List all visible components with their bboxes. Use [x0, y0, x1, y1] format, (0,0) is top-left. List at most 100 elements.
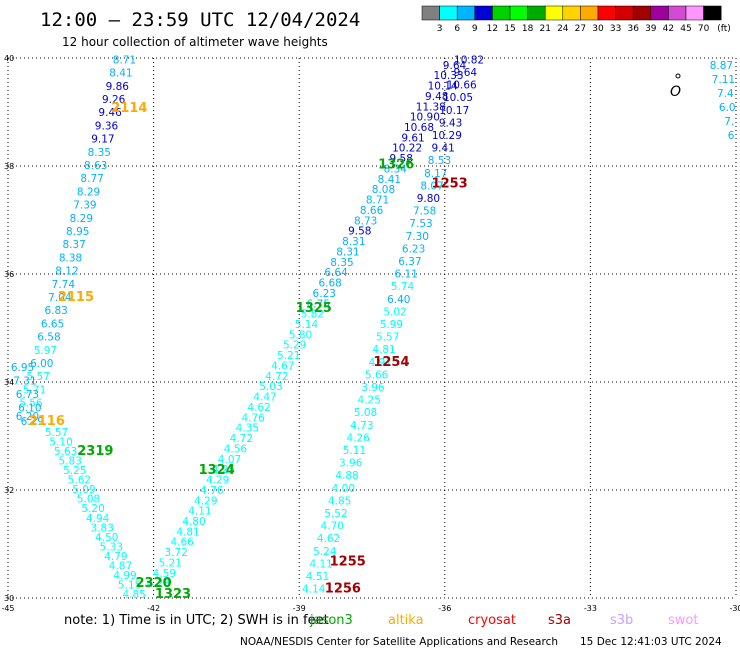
swh-point: 6	[728, 130, 735, 142]
swh-point: 5.99	[380, 319, 403, 331]
colorbar-label: 45	[680, 24, 691, 34]
swh-point: 6.40	[387, 294, 410, 306]
swh-point: 8.41	[109, 68, 132, 80]
swh-point: 5.57	[45, 427, 68, 439]
colorbar-swatch	[492, 5, 511, 21]
swh-point: 4.25	[212, 464, 235, 476]
orbit-label: 1326	[378, 158, 414, 173]
orbit-label: 2319	[77, 444, 113, 459]
swh-point: 6.11	[395, 269, 418, 281]
swh-point: 5.74	[391, 281, 415, 293]
swh-point: 6.95	[11, 362, 34, 374]
swh-point: 9.26	[102, 94, 126, 106]
swh-point: 10.14	[428, 81, 458, 93]
swh-point: 10.66	[447, 80, 477, 92]
orbit-label: 1256	[325, 582, 361, 597]
swh-point: 9.58	[390, 153, 413, 165]
swh-point: 4.28	[147, 578, 170, 590]
swh-point: 9.86	[106, 81, 130, 93]
swh-point: 5.15	[118, 579, 141, 591]
swh-point: 6.73	[16, 389, 39, 401]
swh-point: 3.83	[91, 522, 114, 534]
swh-point: 4.76	[241, 412, 265, 424]
swh-point: 4.81	[372, 344, 395, 356]
swh-point: 7.30	[406, 231, 429, 243]
swh-point: 7.53	[409, 218, 432, 230]
swh-point: 6.65	[41, 318, 64, 330]
axis-ticks: -45 -42 -39 -36 -33 -30 40 38 36 34 32 30	[1, 54, 740, 613]
satellite-legend-item: swot	[668, 613, 698, 628]
swh-point: 4.56	[224, 443, 248, 455]
colorbar-swatch	[703, 5, 722, 21]
swh-point: 8.29	[77, 186, 100, 198]
swh-point: 8.35	[88, 147, 111, 159]
swh-point: 8.77	[80, 173, 103, 185]
x-tick-label: -36	[438, 604, 451, 613]
colorbar-label: 15	[504, 24, 515, 34]
swh-point: 5.56	[19, 398, 43, 410]
swh-point: 5.20	[81, 503, 104, 515]
grid	[7, 57, 737, 599]
swh-point: 5.25	[63, 465, 86, 477]
colorbar-label: 36	[627, 24, 639, 34]
colorbar-swatch	[509, 5, 528, 21]
swh-point: 9.43	[439, 117, 462, 129]
satellite-legend-item: jason3	[309, 613, 353, 628]
swh-point: 5.21	[277, 350, 300, 362]
colorbar-swatch	[668, 5, 687, 21]
swh-point: 4.29	[206, 475, 229, 487]
swh-point: 9.17	[91, 134, 114, 146]
swh-point: 4.67	[271, 360, 294, 372]
orbit-label: 1325	[296, 301, 332, 316]
svg-text:O: O	[670, 84, 681, 100]
swh-point: 4.66	[170, 537, 194, 549]
swh-point: 4.50	[95, 532, 118, 544]
colorbar-swatch	[650, 5, 669, 21]
colorbar-label: 42	[663, 24, 674, 34]
colorbar-swatch	[456, 5, 476, 21]
colorbar-swatch	[544, 5, 564, 21]
swh-point: 6.20	[16, 411, 39, 423]
swh-point: 5.80	[289, 329, 312, 341]
swh-point: 8.35	[330, 257, 353, 269]
swh-point: 5.21	[159, 557, 182, 569]
swh-point: 8.31	[336, 246, 359, 258]
colorbar-label: 70	[698, 24, 710, 34]
swh-point: 3.96	[339, 458, 363, 470]
swh-point: 4.85	[328, 495, 351, 507]
swh-point: 5.14	[295, 319, 319, 331]
swh-point: 6.37	[398, 256, 421, 268]
satellite-legend: jason3 altika cryosat s3a s3b swot	[309, 613, 698, 628]
colorbar-swatch	[597, 5, 616, 21]
swh-point: 11.38	[416, 101, 446, 113]
credit-text: NOAA/NESDIS Center for Satellite Applica…	[240, 636, 558, 648]
swh-point: 4.80	[182, 516, 205, 528]
swh-point: 4.91	[369, 357, 392, 369]
swh-point: 8.37	[62, 239, 85, 251]
swh-point: 7.39	[73, 200, 96, 212]
colorbar-label: 24	[557, 24, 569, 34]
swh-point: 9.36	[95, 120, 119, 132]
swh-point: 5.08	[354, 407, 377, 419]
y-tick-label: 32	[4, 486, 14, 495]
swh-point: 4.26	[346, 432, 370, 444]
y-tick-label: 38	[4, 162, 14, 171]
swh-point: 4.14	[302, 584, 326, 596]
swh-point: 4.99	[113, 570, 136, 582]
swh-point: 5.82	[301, 309, 324, 321]
swh-point: 4.72	[265, 371, 288, 383]
swh-point: 10.33	[434, 70, 464, 82]
swh-point: 6.0	[719, 102, 736, 114]
swh-point: 6.00	[30, 358, 53, 370]
y-tick-label: 34	[4, 378, 14, 387]
colorbar-swatch	[439, 5, 458, 21]
swh-point: 8.95	[66, 226, 89, 238]
swh-point: 4.51	[306, 571, 329, 583]
swh-point: 10.05	[443, 92, 473, 104]
colorbar: 3 6 9 12 15 18 21 24 27 30 33 36 39 42 45 70 (ft)	[421, 5, 731, 34]
swh-point: 5.97	[34, 345, 57, 357]
note-text: note: 1) Time is in UTC; 2) SWH is in fe…	[64, 613, 329, 628]
swh-point: 5.57	[27, 371, 50, 383]
